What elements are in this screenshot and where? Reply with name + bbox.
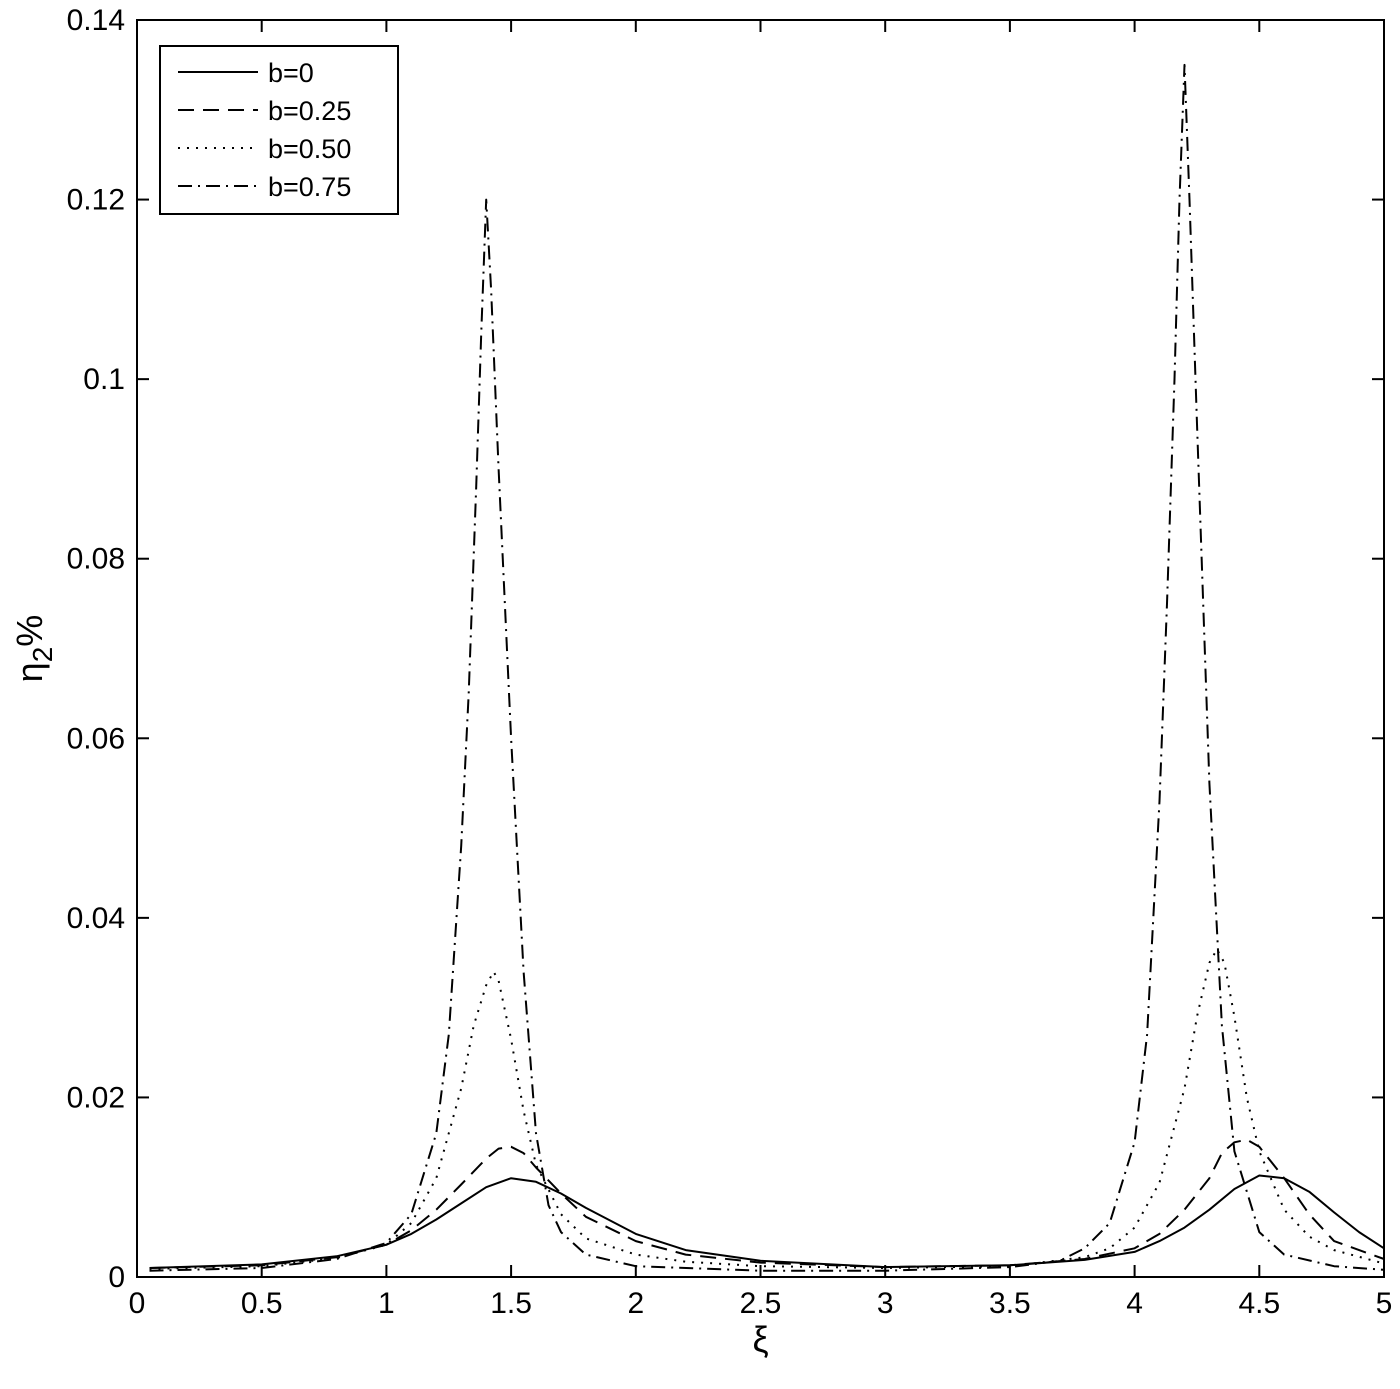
series-line-b=0.50 [149,948,1385,1270]
y-axis-label-suffix: % [9,615,50,647]
y-tick-label: 0.1 [83,363,125,396]
x-tick-label: 5 [1376,1287,1393,1320]
y-axis-label-main: η [9,662,50,682]
y-axis-label-subscript: 2 [27,647,58,663]
x-tick-label: 4 [1126,1287,1143,1320]
ticks-layer: 0 0.5 1 1.5 2 2.5 3 3.5 4 4.5 5 0 0.02 0.04 0.06 0.08 0.… [67,4,1393,1320]
x-tick-label: 1.5 [490,1287,532,1320]
y-tick-label: 0.14 [67,4,125,37]
y-tick-label: 0.06 [67,722,125,755]
legend-label: b=0.50 [268,134,351,164]
y-tick-label: 0.02 [67,1081,125,1114]
x-tick-label: 1 [378,1287,395,1320]
x-tick-label: 3 [877,1287,894,1320]
series-line-b=0 [149,1174,1385,1269]
x-tick-label: 0.5 [241,1287,283,1320]
legend-label: b=0.25 [268,96,351,126]
x-axis-label: ξ [752,1319,768,1360]
series-layer [149,63,1385,1272]
series-line-b=0.75 [149,63,1385,1272]
y-tick-label: 0.04 [67,902,125,935]
x-tick-label: 2 [627,1287,644,1320]
series-line-b=0.25 [149,1138,1385,1269]
legend-label: b=0.75 [268,172,351,202]
y-tick-label: 0 [108,1261,125,1294]
y-axis-label: η2% [9,615,58,683]
x-tick-label: 0 [129,1287,146,1320]
legend-label: b=0 [268,58,314,88]
x-tick-label: 2.5 [740,1287,782,1320]
y-tick-label: 0.08 [67,543,125,576]
y-tick-label: 0.12 [67,184,125,217]
x-tick-label: 3.5 [989,1287,1031,1320]
legend: b=0 b=0.25 b=0.50 b=0.75 [159,45,399,215]
x-tick-label: 4.5 [1238,1287,1280,1320]
